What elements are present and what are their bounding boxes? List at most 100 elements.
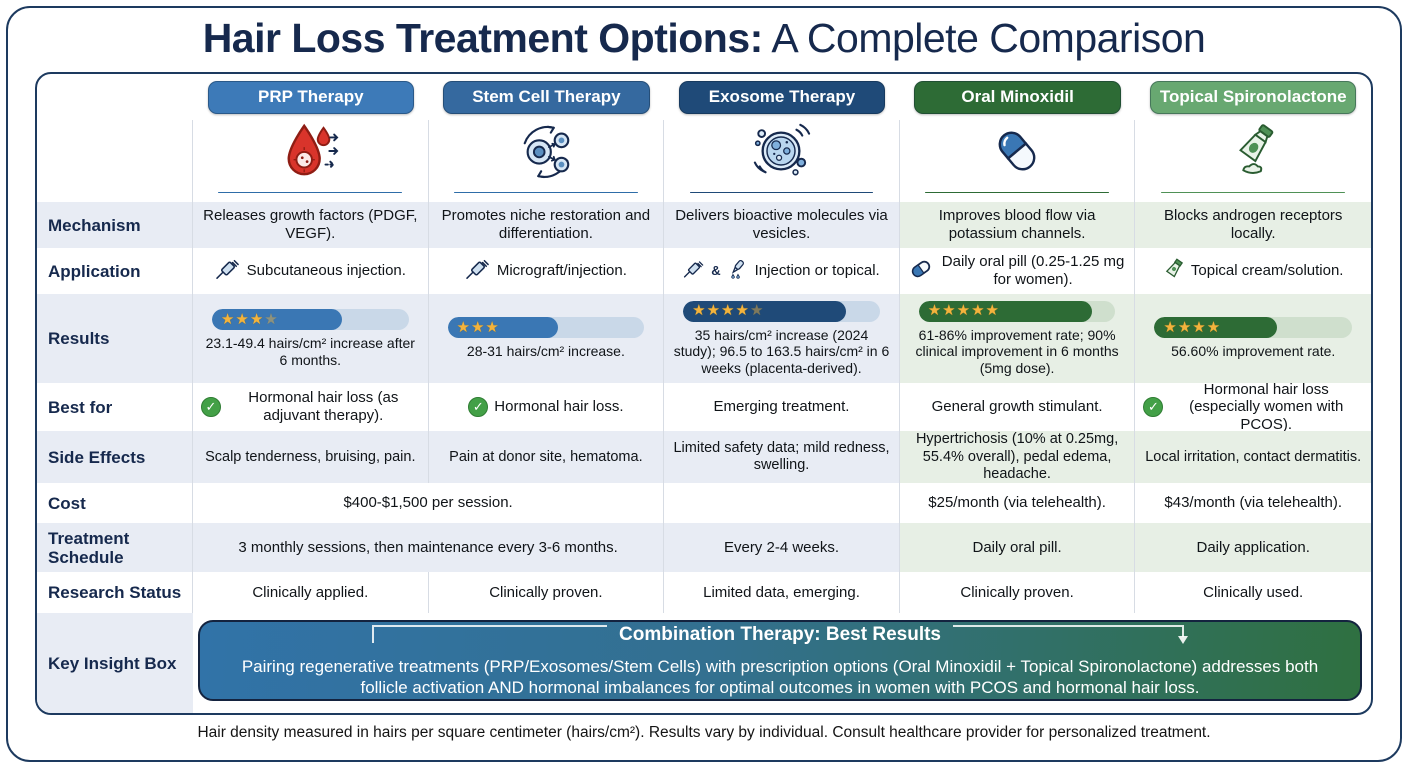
check-circle-icon: ✓ (201, 397, 221, 418)
side-effects-cell-minoxidil: Hypertrichosis (10% at 0.25mg, 55.4% ove… (899, 431, 1136, 484)
row-label-application: Application (37, 248, 193, 295)
rating-bar: ★ ★ ★ ★ ★ (918, 300, 1116, 322)
best-for-cell-spironolactone: ✓ Hormonal hair loss (especially women wi… (1135, 380, 1371, 433)
cost-cell-exosome (664, 483, 900, 524)
column-underline (925, 191, 1109, 194)
mechanism-cell-stem: Promotes niche restoration and different… (428, 202, 665, 249)
best-for-text: Hormonal hair loss. (494, 398, 624, 416)
rating-bar: ★ ★ ★ ★ (1154, 317, 1353, 339)
side-effects-cell-stem: Pain at donor site, hematoma. (428, 431, 665, 484)
research-cell-prp: Clinically applied. (193, 572, 429, 614)
application-cell-spironolactone: Topical cream/solution. (1135, 248, 1371, 294)
stem-cell-icon (515, 122, 577, 185)
row-label-side-effects: Side Effects (37, 431, 193, 484)
arrow-line-right-icon (951, 619, 1191, 651)
best-for-text: Hormonal hair loss (as adjuvant therapy)… (248, 389, 399, 425)
side-effects-cell-prp: Scalp tenderness, bruising, pain. (193, 431, 429, 484)
results-text: 23.1-49.4 hairs/cm² increase after 6 mon… (205, 335, 415, 368)
best-for-cell-exosome: ✓Emerging treatment. (664, 383, 900, 432)
side-effects-cell-spironolactone: Local irritation, contact dermatitis. (1135, 431, 1371, 484)
research-cell-exosome: Limited data, emerging. (664, 572, 900, 614)
page-title: Hair Loss Treatment Options: A Complete … (0, 0, 1408, 61)
column-header-stem-cell-therapy: Stem Cell Therapy (443, 80, 650, 114)
header-cell-minoxidil: Oral Minoxidil (900, 74, 1136, 120)
results-cell-spironolactone: ★ ★ ★ ★ 56.60% improvement rate. (1135, 294, 1371, 384)
page-title-regular: A Complete Comparison (762, 15, 1206, 61)
column-underline (218, 191, 403, 194)
icon-row-label-cell (37, 120, 193, 203)
star-rating: ★ ★ ★ ★ (220, 310, 278, 328)
rating-bar: ★ ★ ★ ★ ★ (683, 300, 880, 322)
header-cell-spironolactone: Topical Spironolactone (1135, 74, 1371, 120)
row-label-best-for: Best for (37, 383, 193, 432)
header-cell-prp: PRP Therapy (193, 74, 429, 120)
exosome-vesicle-icon (750, 122, 812, 185)
star-rating: ★ ★ ★ ★ ★ (927, 302, 999, 320)
application-cell-minoxidil: Daily oral pill (0.25-1.25 mg for women)… (900, 248, 1136, 295)
cost-cell-prp-stem-merged: $400-$1,500 per session. (193, 483, 665, 524)
star-rating: ★ ★ ★ ★ (1163, 318, 1221, 336)
icon-cell-spironolactone (1135, 120, 1371, 202)
application-cell-stem: Micrograft/injection. (429, 248, 665, 295)
results-text: 61-86% improvement rate; 90% clinical im… (915, 326, 1119, 376)
cream-tube-icon (1222, 122, 1284, 185)
schedule-cell-prp-stem-merged: 3 monthly sessions, then maintenance eve… (193, 523, 665, 573)
column-header-topical-spironolactone: Topical Spironolactone (1149, 80, 1357, 114)
application-text: Injection or topical. (754, 262, 880, 280)
row-label-key-insight-box: Key Insight Box (37, 613, 193, 714)
row-label-mechanism: Mechanism (37, 202, 193, 249)
column-header-prp-therapy: PRP Therapy (207, 80, 414, 114)
best-for-cell-stem: ✓ Hormonal hair loss. (429, 383, 665, 432)
best-for-text: Hormonal hair loss (especially women wit… (1189, 380, 1344, 433)
side-effects-cell-exosome: Limited safety data; mild redness, swell… (664, 431, 900, 484)
row-label-results: Results (37, 294, 193, 384)
best-for-text: General growth stimulant. (931, 398, 1103, 416)
column-underline (1160, 191, 1346, 194)
best-for-cell-prp: ✓ Hormonal hair loss (as adjuvant therapy… (193, 383, 429, 432)
results-text: 56.60% improvement rate. (1171, 343, 1336, 360)
star-rating: ★ ★ ★ (456, 318, 499, 336)
comparison-table: PRP Therapy Stem Cell Therapy Exosome Th… (35, 72, 1373, 716)
mechanism-cell-spironolactone: Blocks androgen receptors locally. (1135, 202, 1371, 249)
application-text: Daily oral pill (0.25-1.25 mg for women)… (941, 253, 1125, 289)
row-label-cost: Cost (37, 483, 193, 524)
ampersand-text: & (711, 263, 721, 279)
results-cell-stem: ★ ★ ★ 28-31 hairs/cm² increase. (428, 294, 665, 384)
syringe-icon (215, 258, 241, 285)
check-circle-icon: ✓ (468, 397, 489, 418)
best-for-text: Emerging treatment. (713, 398, 850, 416)
column-header-exosome-therapy: Exosome Therapy (678, 80, 886, 114)
insight-title: Combination Therapy: Best Results (619, 624, 941, 646)
application-text: Topical cream/solution. (1190, 262, 1344, 280)
column-header-oral-minoxidil: Oral Minoxidil (914, 80, 1121, 114)
column-underline (454, 191, 638, 194)
dropper-icon (727, 259, 749, 284)
results-cell-prp: ★ ★ ★ ★ 23.1-49.4 hairs/cm² increase after … (193, 294, 429, 384)
best-for-cell-minoxidil: ✓General growth stimulant. (900, 383, 1136, 432)
rating-bar: ★ ★ ★ ★ (211, 309, 409, 331)
blood-drop-icon (279, 122, 341, 185)
footnote: Hair density measured in hairs per squar… (197, 724, 1211, 742)
results-cell-minoxidil: ★ ★ ★ ★ ★ 61-86% improvement rate; 90% clini… (899, 294, 1136, 384)
schedule-cell-exosome: Every 2-4 weeks. (664, 523, 900, 573)
results-cell-exosome: ★ ★ ★ ★ ★ 35 hairs/cm² increase (2024 study)… (664, 294, 900, 384)
application-text: Subcutaneous injection. (246, 262, 406, 280)
bracket-line-left-icon (369, 619, 609, 651)
capsule-pill-icon (908, 258, 934, 285)
rating-bar: ★ ★ ★ (447, 317, 645, 339)
page-title-bold: Hair Loss Treatment Options: (202, 15, 764, 61)
results-text: 35 hairs/cm² increase (2024 study); 96.5… (673, 326, 890, 376)
mechanism-cell-minoxidil: Improves blood flow via potassium channe… (899, 202, 1136, 249)
schedule-cell-spironolactone: Daily application. (1135, 523, 1371, 573)
cost-cell-spironolactone: $43/month (via telehealth). (1164, 494, 1342, 512)
header-cell-stem: Stem Cell Therapy (429, 74, 665, 120)
cream-tube-icon (1163, 258, 1185, 285)
icon-cell-prp (193, 120, 429, 203)
capsule-pill-icon (986, 122, 1048, 185)
application-cell-prp: Subcutaneous injection. (193, 248, 429, 295)
header-cell-exosome: Exosome Therapy (664, 74, 900, 120)
star-rating: ★ ★ ★ ★ ★ (692, 302, 764, 320)
syringe-icon (683, 259, 705, 284)
mechanism-cell-prp: Releases growth factors (PDGF, VEGF). (193, 202, 429, 249)
row-label-treatment-schedule: Treatment Schedule (37, 523, 193, 573)
